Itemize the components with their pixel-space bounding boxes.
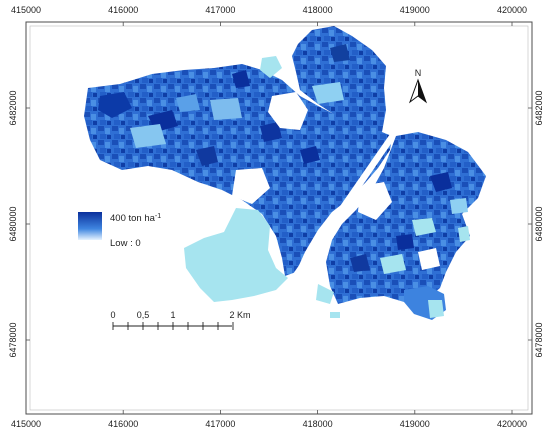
x-tick-label-bottom: 416000	[108, 419, 138, 429]
x-tick-label-bottom: 419000	[400, 419, 430, 429]
pale-area-southeast	[428, 300, 444, 318]
x-tick-label-bottom: 417000	[205, 419, 235, 429]
y-tick-label-right: 6478000	[534, 322, 544, 357]
scale-bar: 0 0,5 1 2 Km	[110, 310, 251, 330]
gap	[358, 182, 392, 220]
light-patch	[130, 124, 166, 148]
biomass-area	[84, 26, 486, 320]
scale-bar-ticks	[112, 322, 234, 330]
x-tick-label-top: 418000	[303, 5, 333, 15]
legend-high-text: 400 ton ha	[110, 213, 156, 224]
y-tick-label-left: 6478000	[8, 322, 18, 357]
north-label: N	[415, 68, 422, 78]
gap	[418, 248, 440, 270]
dark-patch	[330, 44, 350, 62]
pale-area-small	[330, 312, 340, 318]
gap	[268, 92, 308, 130]
x-tick-label-top: 420000	[497, 5, 527, 15]
x-tick-label-bottom: 415000	[11, 419, 41, 429]
y-tick-label-right: 6480000	[534, 206, 544, 241]
legend: 400 ton ha-1 Low : 0	[78, 212, 161, 249]
dark-patch	[232, 70, 250, 88]
y-tick-label-left: 6480000	[8, 206, 18, 241]
legend-low-label: Low : 0	[110, 238, 141, 249]
road-corridor	[293, 134, 395, 278]
scale-label-2km: 2 Km	[229, 310, 250, 320]
light-patch	[312, 82, 344, 104]
gap	[232, 168, 270, 204]
pale-area-south	[316, 284, 334, 304]
x-tick-label-bottom: 418000	[303, 419, 333, 429]
legend-color-ramp	[78, 212, 102, 240]
legend-high-superscript: -1	[155, 213, 161, 220]
dark-patch	[98, 92, 132, 118]
light-patch	[450, 198, 468, 214]
dark-patch	[196, 146, 218, 166]
dark-patch	[396, 234, 414, 250]
x-tick-label-top: 417000	[205, 5, 235, 15]
x-tick-label-top: 419000	[400, 5, 430, 15]
dark-patch	[350, 254, 370, 272]
north-arrow: N	[408, 68, 428, 104]
dark-patch	[300, 146, 320, 164]
scale-label-1: 1	[170, 310, 175, 320]
y-tick-label-left: 6482000	[8, 90, 18, 125]
map-frame-inner	[29, 25, 529, 411]
x-tick-label-top: 415000	[11, 5, 41, 15]
coordinate-ticks: 415000 415000 416000 416000 417000 417000 4180…	[8, 5, 544, 429]
pale-area-southwest	[184, 208, 288, 302]
dark-patch	[430, 172, 452, 192]
light-patch	[380, 254, 406, 274]
light-patch	[210, 98, 242, 120]
dark-patch	[260, 122, 282, 142]
x-tick-label-top: 416000	[108, 5, 138, 15]
legend-high-label: 400 ton ha-1	[110, 213, 161, 224]
light-patch	[176, 94, 200, 112]
north-arrow-fill	[418, 80, 426, 102]
y-tick-label-right: 6482000	[534, 90, 544, 125]
scale-label-0: 0	[110, 310, 115, 320]
x-tick-label-bottom: 420000	[497, 419, 527, 429]
pale-area-north-fragment	[260, 56, 282, 78]
pale-area-east-fragment	[458, 226, 470, 242]
scale-label-half: 0,5	[137, 310, 150, 320]
light-patch	[412, 218, 436, 236]
region-north	[292, 26, 386, 132]
